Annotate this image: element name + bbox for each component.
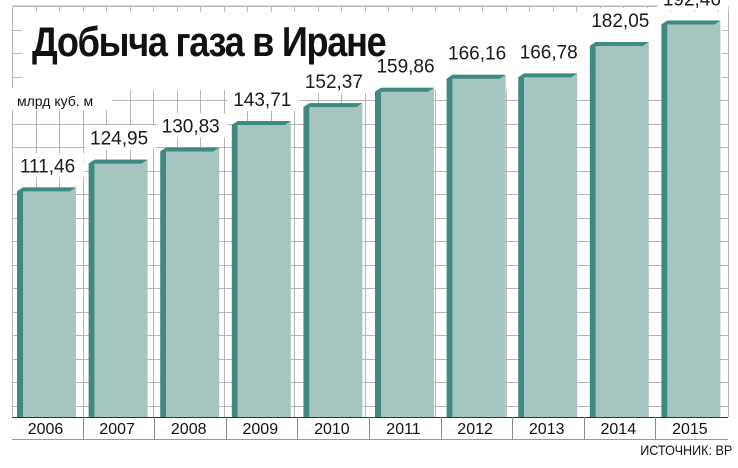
value-label: 166,78 — [520, 42, 578, 63]
bar-top — [17, 187, 76, 192]
value-label-plate — [227, 86, 299, 111]
bar-top — [160, 147, 220, 152]
bar-2008 — [166, 147, 220, 417]
bar-side — [661, 20, 668, 417]
value-label: 111,46 — [20, 156, 75, 177]
bar-top — [661, 20, 721, 25]
y-axis-unit: млрд куб. м — [17, 93, 94, 109]
x-tick-label: 2011 — [386, 421, 421, 438]
unit-plate — [12, 88, 112, 110]
bar-top — [375, 87, 434, 92]
bar-2009 — [237, 120, 291, 417]
bar-top — [446, 74, 506, 79]
x-tick-labels-layer: 2006 2007 2008 2009 2010 2011 2012 2013 2014 2015 — [28, 417, 708, 439]
value-label-plate — [442, 40, 514, 65]
bar-side — [303, 103, 310, 417]
bar-side — [375, 87, 381, 417]
bar-2013 — [524, 73, 578, 417]
bar-side — [17, 187, 23, 417]
value-label: 192,46 — [663, 0, 721, 11]
value-label: 159,86 — [376, 57, 434, 78]
value-label-plate — [299, 69, 371, 94]
x-tick-label: 2010 — [314, 421, 350, 438]
value-label-plate — [156, 113, 228, 138]
bar-2010 — [309, 103, 363, 417]
bar-top — [518, 73, 578, 78]
bar-2012 — [452, 74, 506, 418]
value-label: 124,95 — [90, 129, 148, 150]
value-label-plate — [371, 53, 442, 78]
bar-top — [589, 41, 649, 46]
value-label: 143,71 — [233, 90, 291, 111]
value-label-plate — [657, 0, 729, 11]
source-plate — [605, 438, 738, 468]
bar-top — [303, 103, 363, 108]
bar-side — [518, 73, 525, 417]
bar-side — [231, 120, 238, 417]
chart-title: Добыча газа в Иране — [32, 18, 387, 65]
bar-top — [88, 159, 148, 164]
value-label: 130,83 — [162, 116, 220, 137]
x-tick-label: 2014 — [601, 421, 637, 438]
bars-layer — [17, 20, 721, 418]
x-tick-label: 2008 — [171, 421, 207, 438]
bar-side — [446, 74, 453, 418]
bar-top — [231, 120, 291, 125]
x-tick-label: 2006 — [28, 421, 64, 438]
value-label-plate — [13, 153, 84, 178]
value-label-plate — [84, 125, 156, 150]
bar-side — [589, 41, 596, 418]
value-label: 182,05 — [591, 11, 649, 32]
value-label-plate — [514, 39, 586, 64]
value-label: 152,37 — [305, 72, 363, 93]
bar-2007 — [94, 159, 148, 417]
bar-2015 — [667, 20, 721, 417]
bar-2006 — [23, 187, 76, 417]
value-label-plate — [585, 7, 657, 32]
bar-2011 — [381, 87, 434, 417]
bar-side — [88, 159, 95, 417]
bar-2014 — [595, 41, 649, 418]
x-tick-label: 2007 — [99, 421, 135, 438]
value-labels-layer: 111,46 124,95 130,83 143,71 152,37 159,86 166,… — [13, 0, 729, 178]
source-note: ИСТОЧНИК: BP — [639, 442, 732, 458]
x-tick-label: 2009 — [243, 421, 279, 438]
bar-side — [160, 147, 167, 417]
x-tick-label: 2013 — [529, 421, 565, 438]
x-tick-label: 2015 — [672, 421, 708, 438]
x-tick-label: 2012 — [457, 421, 493, 438]
value-label: 166,16 — [448, 44, 506, 65]
